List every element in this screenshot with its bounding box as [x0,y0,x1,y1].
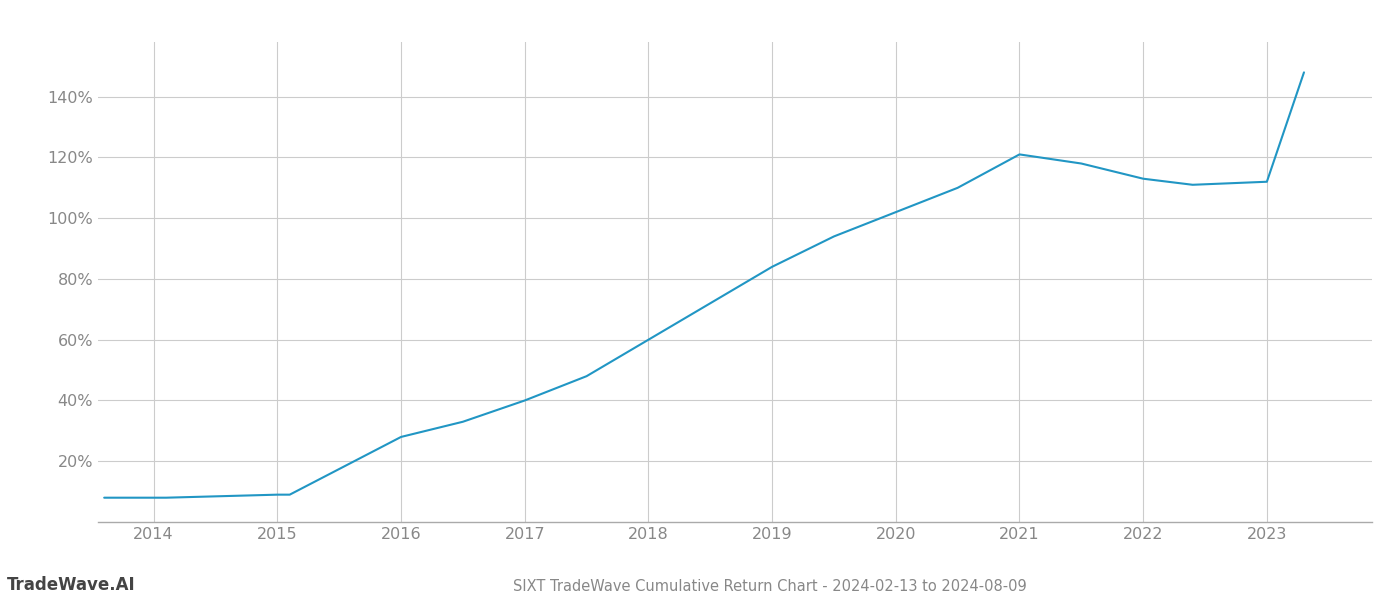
Text: SIXT TradeWave Cumulative Return Chart - 2024-02-13 to 2024-08-09: SIXT TradeWave Cumulative Return Chart -… [514,579,1026,594]
Text: TradeWave.AI: TradeWave.AI [7,576,136,594]
